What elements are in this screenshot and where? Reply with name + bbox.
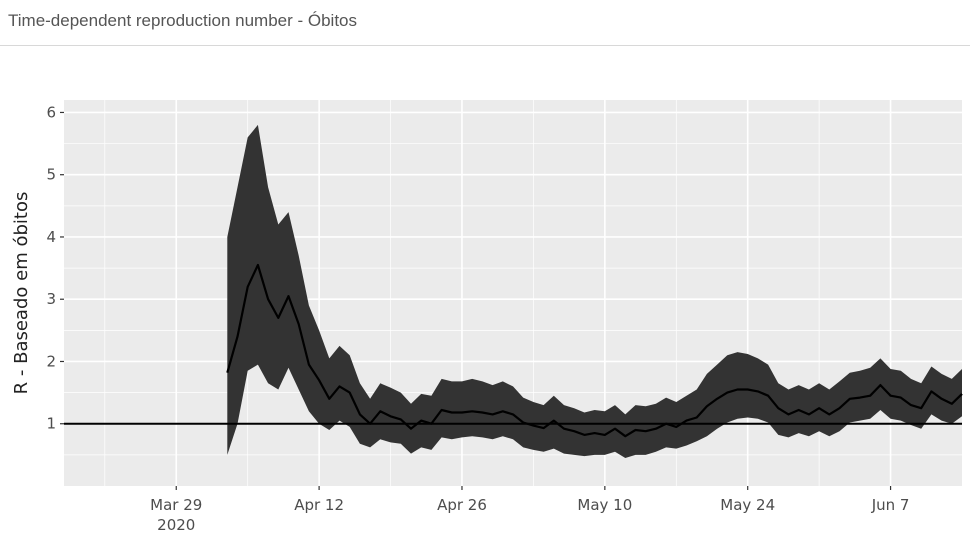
y-axis-title: R - Baseado em óbitos [11, 192, 32, 395]
y-tick-label: 2 [46, 352, 56, 370]
y-tick-label: 3 [46, 290, 56, 308]
y-tick-label: 6 [46, 103, 56, 121]
x-tick-label: May 24 [720, 496, 775, 514]
r-estimate-line [226, 263, 963, 438]
y-tick-label: 5 [46, 166, 56, 184]
panel-title: Time-dependent reproduction number - Óbi… [8, 11, 357, 30]
panel-header: Time-dependent reproduction number - Óbi… [0, 0, 970, 46]
y-tick-label: 1 [46, 415, 56, 433]
x-axis: Mar 29 2020 Apr 12 Apr 26 May 10 May 24 Jun 7 [150, 486, 909, 534]
x-tick-label: Apr 12 [294, 496, 344, 514]
y-tick-label: 4 [46, 228, 56, 246]
x-tick-year-label: 2020 [157, 516, 195, 534]
x-tick-label: Mar 29 [150, 496, 202, 514]
x-tick-label: May 10 [577, 496, 632, 514]
chart-container: 1 2 3 4 5 6 Mar 29 2020 Apr 12 Apr 26 May 10 May 2… [0, 46, 970, 550]
r-chart: 1 2 3 4 5 6 Mar 29 2020 Apr 12 Apr 26 May 10 May 2… [11, 100, 963, 534]
x-tick-label: Jun 7 [871, 496, 910, 514]
y-axis: 1 2 3 4 5 6 [46, 103, 64, 433]
x-tick-label: Apr 26 [437, 496, 487, 514]
